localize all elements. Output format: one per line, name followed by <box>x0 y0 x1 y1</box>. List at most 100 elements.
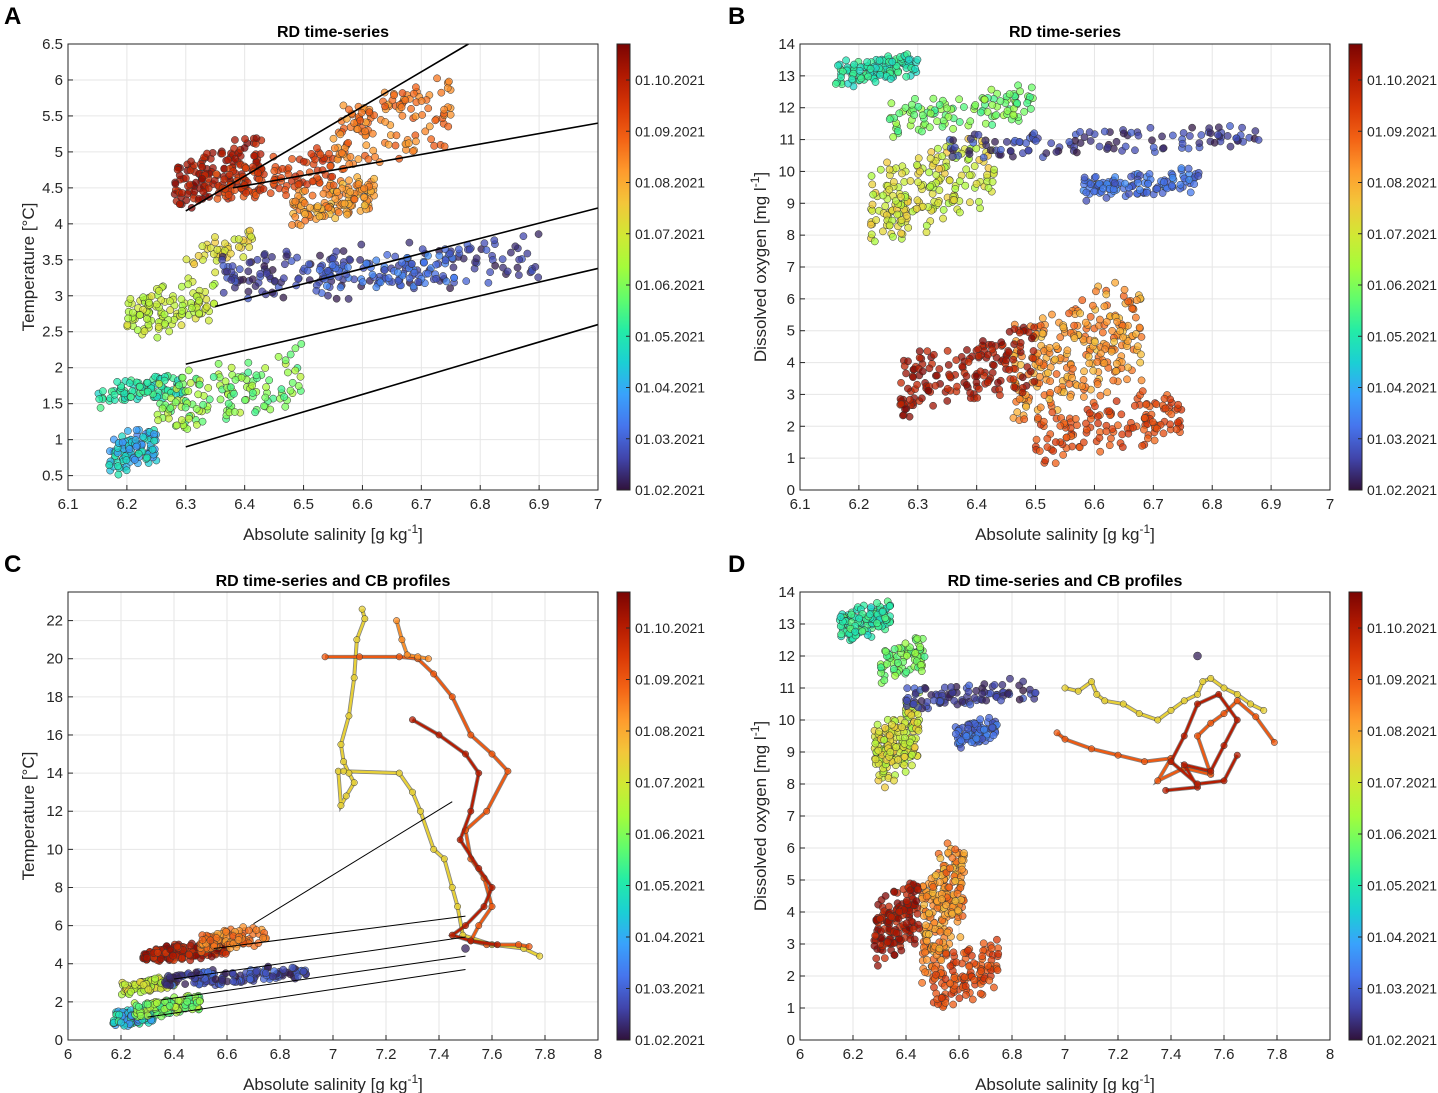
data-point <box>989 361 998 370</box>
data-point <box>1118 430 1127 439</box>
data-point <box>260 402 268 410</box>
fit-line <box>215 207 599 308</box>
data-point <box>131 436 140 444</box>
data-point <box>1084 352 1093 361</box>
data-point <box>1080 133 1089 142</box>
data-point <box>945 372 954 381</box>
colorbar <box>616 43 631 491</box>
x-tick-label: 6.6 <box>1084 496 1105 513</box>
data-point <box>935 186 944 195</box>
data-point <box>966 198 974 207</box>
data-point <box>503 267 512 276</box>
data-point <box>186 379 195 387</box>
data-point <box>920 652 929 661</box>
y-tick-label: 7 <box>787 808 795 825</box>
data-point <box>226 249 235 258</box>
data-point <box>244 358 253 367</box>
colorbar-label: 01.06.2021 <box>1367 826 1437 842</box>
data-point <box>931 871 940 880</box>
data-point <box>962 372 971 380</box>
data-point <box>288 963 297 972</box>
data-point <box>407 105 415 113</box>
data-point <box>934 144 942 153</box>
data-point <box>890 776 898 785</box>
data-point <box>914 102 923 111</box>
data-point <box>177 416 186 424</box>
data-point <box>279 965 288 974</box>
data-point <box>1090 338 1099 346</box>
data-point <box>968 995 977 1004</box>
data-point <box>904 384 912 393</box>
data-point <box>902 72 911 81</box>
profile-point <box>1207 674 1215 682</box>
data-point <box>1003 689 1012 698</box>
data-point <box>181 980 189 988</box>
data-point <box>192 404 201 413</box>
data-point <box>1090 187 1099 196</box>
data-point <box>297 340 306 348</box>
data-point <box>99 387 107 395</box>
data-point <box>898 723 906 732</box>
data-point <box>1094 412 1102 421</box>
colorbar-label: 01.06.2021 <box>635 277 705 293</box>
panel-letter: D <box>728 551 745 578</box>
data-point <box>1123 375 1131 384</box>
data-point <box>1110 179 1119 187</box>
data-point <box>231 136 239 144</box>
data-point <box>404 139 413 148</box>
profile-point <box>1207 719 1215 727</box>
profile-point <box>488 903 496 911</box>
data-point <box>949 136 957 145</box>
data-point <box>381 118 390 126</box>
data-point <box>357 108 366 117</box>
data-point <box>259 934 267 942</box>
data-point <box>127 987 135 996</box>
data-point <box>195 296 203 305</box>
data-point <box>832 80 840 88</box>
data-point <box>440 105 448 114</box>
data-point <box>871 931 880 940</box>
data-point <box>1131 146 1139 155</box>
data-point <box>1094 419 1102 428</box>
data-point <box>534 230 543 238</box>
data-point <box>1048 310 1056 319</box>
data-point <box>1052 370 1061 378</box>
fit-line <box>185 267 599 365</box>
data-point <box>883 660 891 668</box>
data-point <box>1103 143 1112 152</box>
profile-point <box>1270 738 1278 746</box>
data-point <box>1010 383 1018 391</box>
data-point <box>337 149 346 157</box>
data-point <box>892 743 900 752</box>
x-tick-label: 6.3 <box>907 496 928 513</box>
x-tick-label: 8 <box>1326 1046 1334 1063</box>
data-point <box>895 907 904 916</box>
data-point <box>1137 333 1146 341</box>
x-tick-label: 7 <box>1061 1046 1069 1063</box>
profile-point <box>1154 777 1162 785</box>
data-point <box>182 255 191 264</box>
data-point <box>937 895 946 904</box>
data-point <box>1043 443 1052 451</box>
data-point <box>925 909 933 918</box>
data-point <box>1044 368 1052 377</box>
data-point <box>890 951 899 959</box>
data-point <box>996 97 1005 105</box>
data-point <box>917 667 926 676</box>
data-point <box>239 253 248 261</box>
colorbar-label: 01.09.2021 <box>1367 672 1437 688</box>
colorbar-label: 01.07.2021 <box>1367 775 1437 791</box>
colorbar-label: 01.03.2021 <box>635 431 705 447</box>
data-point <box>913 634 922 643</box>
data-point <box>1186 132 1194 140</box>
data-point <box>891 196 900 205</box>
profile-point <box>321 653 329 661</box>
profile-point <box>350 674 358 682</box>
data-point <box>172 421 181 430</box>
data-point <box>1185 176 1194 184</box>
data-point <box>1080 173 1089 182</box>
profile-point <box>440 855 448 863</box>
data-point <box>866 65 875 73</box>
data-point <box>350 195 359 204</box>
data-point <box>897 229 906 238</box>
